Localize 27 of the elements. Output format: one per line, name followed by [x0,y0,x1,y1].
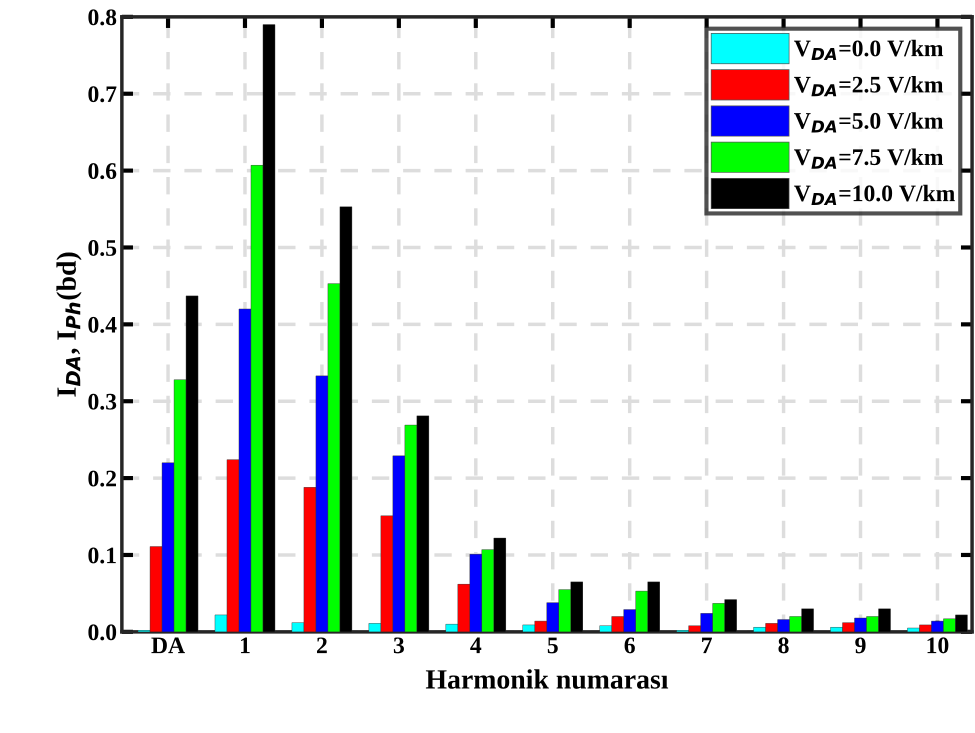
y-tick-label: 0.1 [88,547,116,564]
legend-label: V$_{DA}$=10.0 V/km [794,184,955,205]
y-tick-label: 0.7 [88,86,116,102]
legend-label: V$_{DA}$=7.5 V/km [794,148,944,169]
y-tick-label: 0.8 [88,9,116,26]
x-tick-label: 3 [394,637,404,654]
x-tick-label: 5 [548,638,558,654]
x-tick-label: 9 [855,637,866,654]
y-tick-label: 0.5 [88,240,116,256]
y-tick-label: 0.4 [88,316,117,333]
legend-label: V$_{DA}$=0.0 V/km [794,40,944,60]
x-tick-label: 1 [240,638,250,654]
x-tick-label: 6 [624,637,635,654]
y-tick-label: 0.0 [88,624,116,640]
x-tick-label: 2 [317,637,327,654]
y-tick-label: 0.2 [88,470,116,487]
y-axis-title: I$_{DA}$, I$_{Ph}$(bd) [56,252,82,397]
x-tick-label: 4 [470,638,482,654]
x-tick-label: 10 [928,637,948,654]
x-tick-label: 8 [778,637,789,654]
legend-label: V$_{DA}$=5.0 V/km [794,112,944,133]
y-tick-label: 0.3 [88,394,116,410]
legend-label: V$_{DA}$=2.5 V/km [794,76,944,96]
y-tick-label: 0.6 [88,163,116,180]
x-tick-label: DA [151,638,185,654]
x-axis-title: Harmonik numarası [426,669,668,689]
x-tick-label: 7 [702,638,712,654]
